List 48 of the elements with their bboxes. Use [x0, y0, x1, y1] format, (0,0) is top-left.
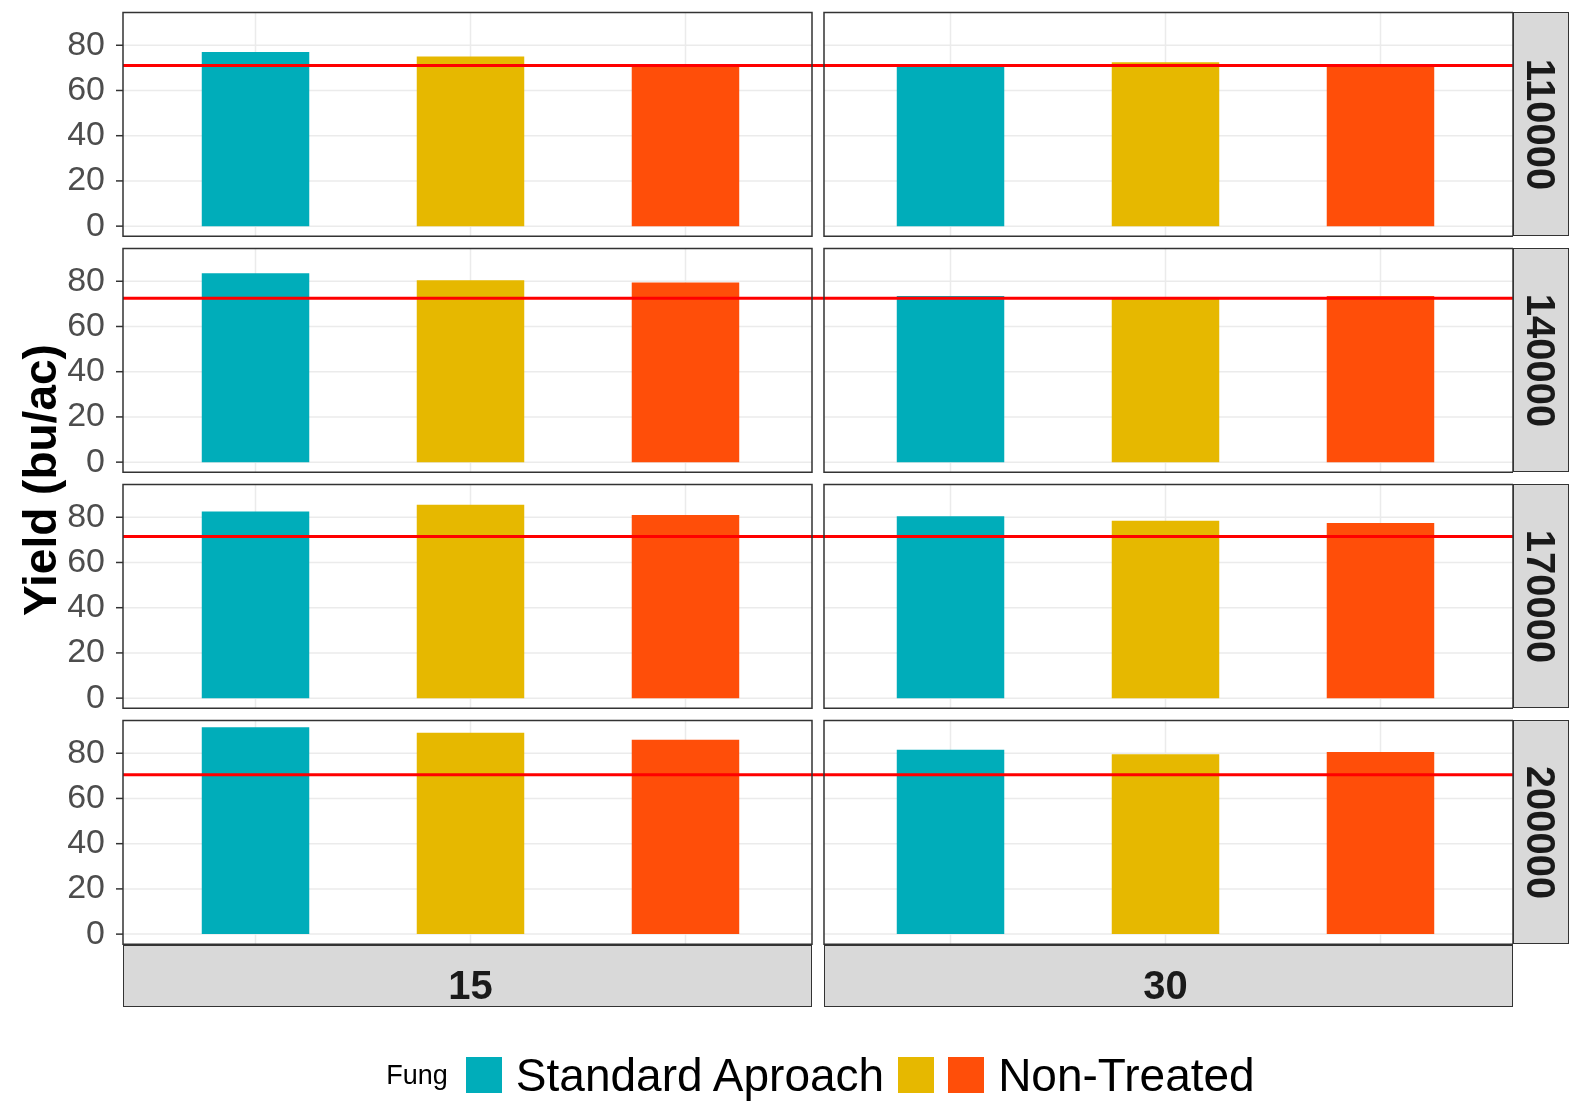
- y-tick-label: 60: [67, 776, 105, 815]
- y-tick-label: 60: [67, 68, 105, 107]
- y-tick-label: 20: [67, 630, 105, 669]
- y-tick-label: 0: [86, 912, 105, 951]
- legend-title: Fung: [386, 1059, 448, 1091]
- y-tick-label: 80: [67, 259, 105, 298]
- legend-label: Standard Aproach: [515, 1048, 885, 1102]
- bar: [631, 739, 740, 934]
- x-tick-label: 15: [448, 962, 493, 1007]
- bar: [1111, 753, 1220, 934]
- bar: [201, 511, 310, 698]
- y-tick-label: 80: [67, 495, 105, 534]
- y-tick-label: 80: [67, 731, 105, 770]
- y2-axis-title: 170000: [1518, 529, 1564, 663]
- bar: [201, 272, 310, 462]
- bar: [416, 279, 525, 462]
- bar: [1111, 520, 1220, 698]
- y-tick-label: 60: [67, 540, 105, 579]
- bar: [1111, 297, 1220, 462]
- y2-axis-title: 140000: [1518, 293, 1564, 427]
- bar: [896, 515, 1005, 698]
- bar: [631, 281, 740, 462]
- y-tick-label: 0: [86, 676, 105, 715]
- y-tick-label: 40: [67, 821, 105, 860]
- x-tick-label: 30: [1143, 962, 1188, 1007]
- y-axis-title: Yield (bu/ac): [13, 344, 67, 616]
- bar: [416, 504, 525, 698]
- bar: [631, 514, 740, 698]
- bar: [416, 732, 525, 934]
- y-tick-label: 40: [67, 585, 105, 624]
- legend-label: Non-Treated: [998, 1048, 1255, 1102]
- bar: [201, 726, 310, 934]
- y-tick-label: 80: [67, 23, 105, 62]
- y-tick-label: 0: [86, 204, 105, 243]
- y2-axis-title: 110000: [1518, 58, 1564, 190]
- y-tick-label: 20: [67, 866, 105, 905]
- y-tick-label: 0: [86, 440, 105, 479]
- y2-axis-title: 200000: [1518, 765, 1564, 899]
- bar: [1326, 751, 1435, 934]
- y-tick-label: 40: [67, 349, 105, 388]
- bar: [1326, 295, 1435, 462]
- y-tick-label: 40: [67, 113, 105, 152]
- bar: [896, 749, 1005, 934]
- bar: [1326, 522, 1435, 698]
- y-tick-label: 20: [67, 158, 105, 197]
- bar: [896, 295, 1005, 462]
- y-tick-label: 60: [67, 304, 105, 343]
- y-tick-label: 20: [67, 394, 105, 433]
